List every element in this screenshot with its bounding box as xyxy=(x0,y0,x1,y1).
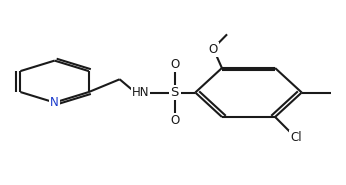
Text: N: N xyxy=(50,96,59,109)
Text: HN: HN xyxy=(131,86,149,99)
Text: O: O xyxy=(170,114,179,127)
Text: O: O xyxy=(209,43,218,56)
Text: Cl: Cl xyxy=(290,130,301,144)
Text: O: O xyxy=(170,58,179,71)
Text: S: S xyxy=(171,86,179,99)
